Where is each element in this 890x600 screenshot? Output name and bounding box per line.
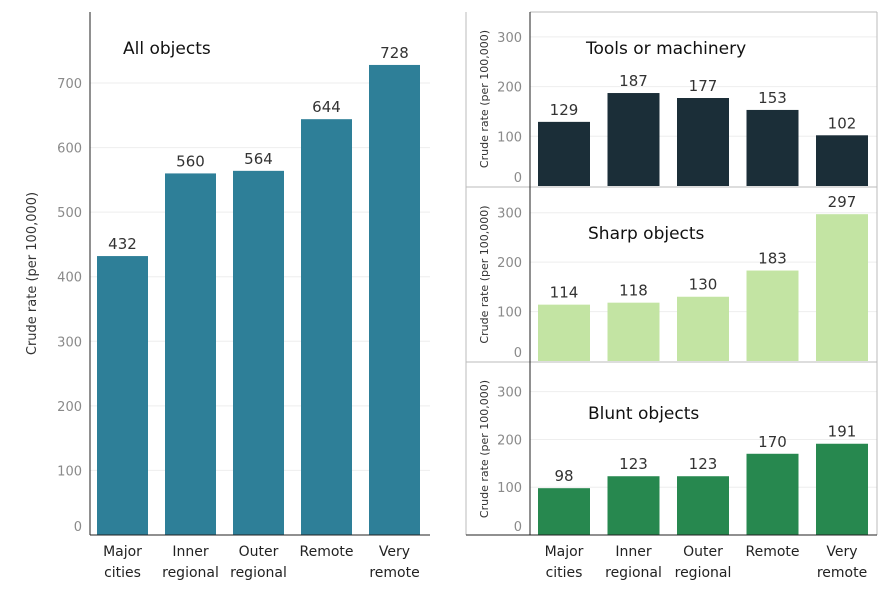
bar bbox=[538, 488, 590, 535]
bar bbox=[538, 121, 590, 186]
y-tick-label: 200 bbox=[497, 81, 522, 96]
bar bbox=[301, 119, 352, 536]
x-tick-label: remote bbox=[369, 565, 419, 581]
x-tick-label: regional bbox=[605, 565, 662, 581]
y-axis-label: Crude rate (per 100,000) bbox=[478, 30, 491, 168]
panel-title: Sharp objects bbox=[588, 224, 705, 244]
x-tick-label: Outer bbox=[239, 544, 279, 560]
bar bbox=[97, 256, 148, 535]
bar-value-label: 728 bbox=[380, 44, 409, 62]
y-tick-label: 0 bbox=[514, 346, 522, 361]
y-tick-label: 500 bbox=[57, 206, 82, 221]
bar bbox=[233, 170, 284, 535]
bar-value-label: 564 bbox=[244, 150, 273, 168]
x-tick-label: Remote bbox=[745, 544, 799, 560]
bar-value-label: 560 bbox=[176, 152, 205, 170]
bar bbox=[165, 173, 216, 536]
bar-value-label: 153 bbox=[758, 89, 787, 107]
x-tick-label: Major bbox=[545, 544, 584, 560]
x-tick-label: Very bbox=[826, 544, 857, 560]
y-tick-label: 300 bbox=[497, 386, 522, 401]
y-axis-label: Crude rate (per 100,000) bbox=[478, 380, 491, 518]
panel-title: Blunt objects bbox=[588, 404, 699, 424]
y-axis-label: Crude rate (per 100,000) bbox=[478, 205, 491, 343]
x-tick-label: cities bbox=[104, 565, 141, 581]
y-tick-label: 0 bbox=[514, 171, 522, 186]
bar-value-label: 123 bbox=[689, 455, 718, 473]
x-tick-label: Inner bbox=[615, 544, 651, 560]
bar bbox=[746, 109, 799, 186]
bar-value-label: 130 bbox=[689, 276, 718, 294]
bar bbox=[369, 64, 420, 535]
y-tick-label: 100 bbox=[57, 464, 82, 479]
bar bbox=[677, 98, 729, 186]
bar-value-label: 118 bbox=[619, 282, 648, 300]
x-tick-label: cities bbox=[546, 565, 583, 581]
x-tick-label: regional bbox=[675, 565, 732, 581]
bar-value-label: 432 bbox=[108, 235, 137, 253]
bar bbox=[677, 296, 729, 361]
y-tick-label: 200 bbox=[497, 433, 522, 448]
bar-value-label: 102 bbox=[828, 114, 857, 132]
bar bbox=[677, 476, 729, 535]
x-tick-label: Major bbox=[103, 544, 142, 560]
y-tick-label: 700 bbox=[57, 77, 82, 92]
bar bbox=[538, 304, 590, 361]
x-tick-label: regional bbox=[230, 565, 287, 581]
y-tick-label: 200 bbox=[497, 256, 522, 271]
bar-value-label: 170 bbox=[758, 433, 787, 451]
bar bbox=[816, 135, 868, 186]
y-tick-label: 300 bbox=[497, 31, 522, 46]
y-tick-label: 600 bbox=[57, 142, 82, 157]
y-tick-label: 0 bbox=[74, 520, 82, 535]
bar-value-label: 123 bbox=[619, 455, 648, 473]
bar-value-label: 114 bbox=[550, 284, 579, 302]
y-tick-label: 300 bbox=[57, 335, 82, 350]
bar bbox=[746, 270, 799, 361]
bar bbox=[816, 443, 868, 535]
bar-value-label: 187 bbox=[619, 72, 648, 90]
y-tick-label: 300 bbox=[497, 207, 522, 222]
x-tick-label: Outer bbox=[683, 544, 723, 560]
y-tick-label: 200 bbox=[57, 400, 82, 415]
x-tick-label: Very bbox=[379, 544, 410, 560]
bar-value-label: 644 bbox=[312, 98, 341, 116]
bar-value-label: 129 bbox=[550, 101, 579, 119]
panel-title: All objects bbox=[123, 39, 211, 59]
bar bbox=[607, 476, 660, 535]
bar-value-label: 183 bbox=[758, 250, 787, 268]
bar bbox=[607, 93, 660, 186]
panel-title: Tools or machinery bbox=[585, 39, 746, 59]
y-tick-label: 400 bbox=[57, 271, 82, 286]
bar-value-label: 177 bbox=[689, 77, 718, 95]
x-tick-label: remote bbox=[817, 565, 867, 581]
y-tick-label: 0 bbox=[514, 520, 522, 535]
x-tick-label: Remote bbox=[299, 544, 353, 560]
bar bbox=[746, 453, 799, 535]
y-axis-label: Crude rate (per 100,000) bbox=[25, 192, 40, 355]
x-tick-label: regional bbox=[162, 565, 219, 581]
bar-value-label: 191 bbox=[828, 423, 857, 441]
x-tick-label: Inner bbox=[172, 544, 208, 560]
y-tick-label: 100 bbox=[497, 130, 522, 145]
bar bbox=[816, 214, 868, 361]
bar-value-label: 98 bbox=[554, 467, 573, 485]
y-tick-label: 100 bbox=[497, 481, 522, 496]
bar-value-label: 297 bbox=[828, 193, 857, 211]
bar bbox=[607, 302, 660, 361]
y-tick-label: 100 bbox=[497, 306, 522, 321]
